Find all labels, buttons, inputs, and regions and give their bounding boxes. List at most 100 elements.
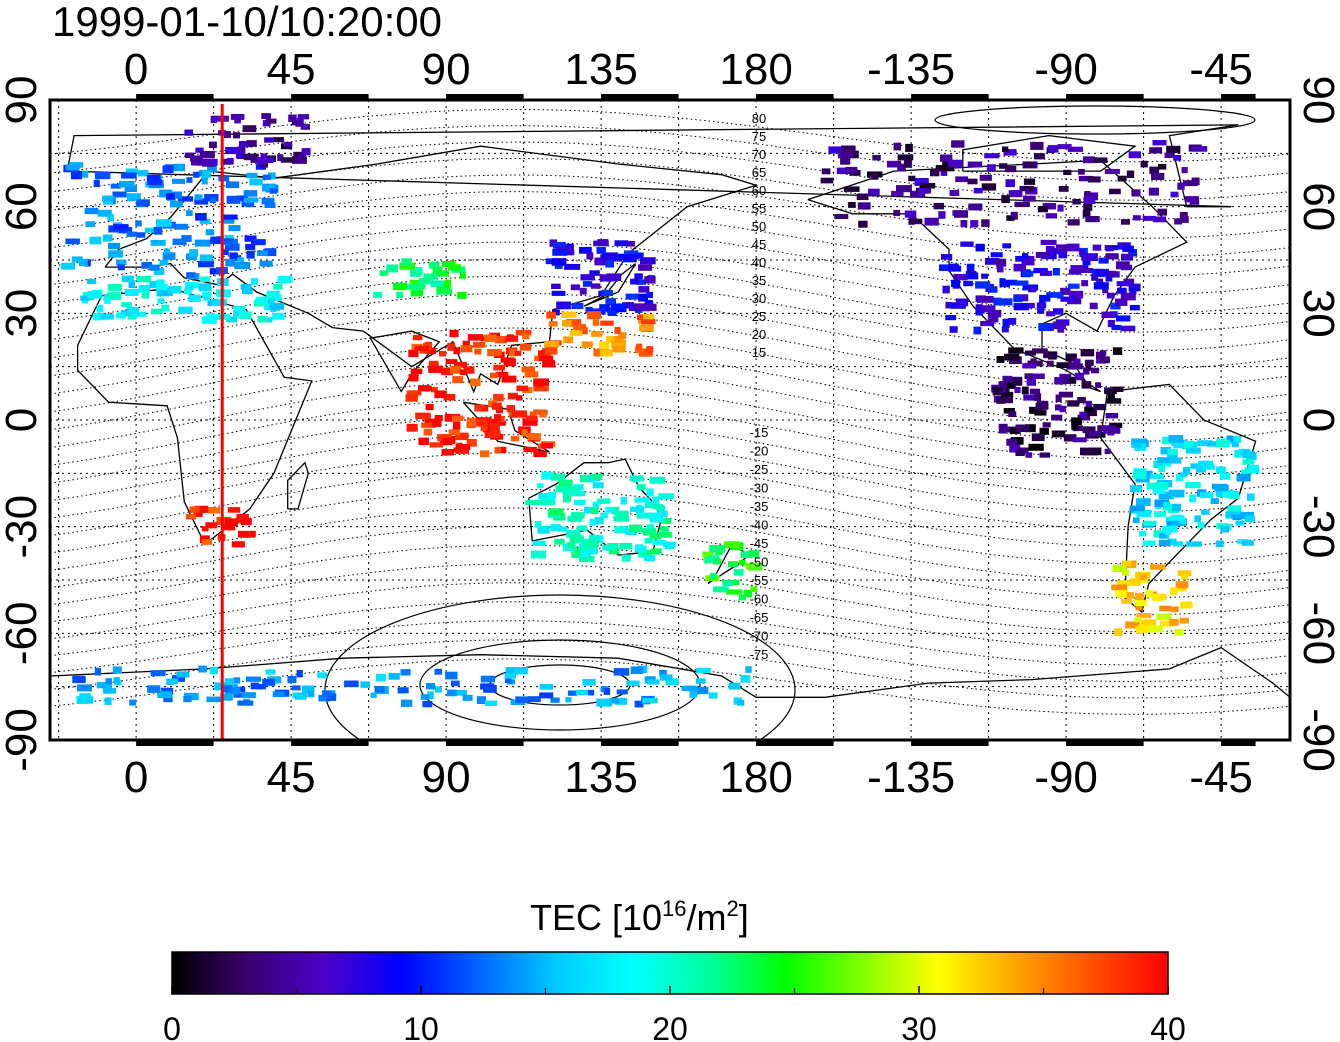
tec-cell xyxy=(1074,372,1084,381)
tec-cell xyxy=(121,172,137,179)
tec-cell xyxy=(1033,268,1048,274)
tec-cell xyxy=(155,219,172,227)
tec-cell xyxy=(107,284,123,291)
tec-cell xyxy=(745,666,752,673)
tec-cell xyxy=(189,249,198,257)
tec-cell xyxy=(948,263,959,271)
tec-cell xyxy=(630,278,639,285)
tec-cell xyxy=(163,695,173,703)
tec-cell xyxy=(241,201,249,207)
tec-cell xyxy=(144,227,156,233)
lat-tick-label-right: 90 xyxy=(1294,76,1340,125)
madagascar-outline xyxy=(287,461,309,510)
tec-cell xyxy=(1024,350,1036,356)
tec-cell xyxy=(1105,274,1113,282)
tec-cell xyxy=(845,166,858,174)
tec-cell xyxy=(940,154,953,162)
tec-cell xyxy=(728,682,741,690)
tec-cell xyxy=(234,115,241,124)
tec-cell xyxy=(236,195,249,201)
tick-bar-segment xyxy=(291,94,369,100)
tec-cell xyxy=(1023,195,1036,202)
tec-cell xyxy=(1158,539,1171,547)
tec-cell xyxy=(708,692,718,699)
tec-cell xyxy=(287,675,297,684)
tec-cell xyxy=(1068,290,1084,299)
tec-cell xyxy=(582,281,593,287)
tec-cell xyxy=(702,551,714,559)
tec-cell xyxy=(255,683,266,690)
tec-cell xyxy=(745,562,759,570)
tec-cell xyxy=(104,297,111,304)
tec-cell xyxy=(163,248,170,255)
tick-bar-segment xyxy=(911,94,989,100)
lon-tick-label-top: -90 xyxy=(1034,45,1098,94)
tec-cell xyxy=(661,518,672,524)
tec-cell xyxy=(1120,325,1136,332)
tec-cell xyxy=(1180,601,1193,609)
tec-cell xyxy=(1079,249,1086,256)
greenland-outline xyxy=(66,124,1239,208)
tec-cell xyxy=(233,677,241,684)
contour-line xyxy=(50,470,1290,548)
tec-cell xyxy=(644,500,654,509)
tec-cell xyxy=(1083,196,1096,204)
tec-cell xyxy=(585,306,593,314)
tec-cell xyxy=(225,687,241,695)
contour-label: -75 xyxy=(750,647,769,662)
tec-cell xyxy=(522,418,538,426)
tec-cell xyxy=(147,179,163,185)
tec-cell xyxy=(1072,199,1081,205)
tec-cell xyxy=(561,311,577,318)
tec-cell xyxy=(893,209,901,217)
lat-tick-label-left: 30 xyxy=(0,289,46,338)
contour-label: -40 xyxy=(750,518,769,533)
tec-cell xyxy=(102,198,113,205)
tec-cell xyxy=(1013,295,1023,303)
tec-cell xyxy=(244,235,257,242)
tec-cell xyxy=(277,154,284,161)
tec-cell xyxy=(107,213,114,221)
tec-cell xyxy=(1149,166,1159,174)
tec-cell xyxy=(1094,268,1109,277)
tec-cell xyxy=(274,294,282,301)
tec-cell xyxy=(1009,427,1021,434)
tec-cell xyxy=(630,666,644,674)
tec-cell xyxy=(262,174,272,180)
tec-cell xyxy=(445,671,458,680)
tec-cell xyxy=(430,280,444,288)
tec-cell xyxy=(1037,306,1045,314)
tec-cell xyxy=(301,148,311,156)
tec-cell xyxy=(264,296,275,304)
tec-cell xyxy=(608,548,620,555)
tec-cell xyxy=(1181,167,1188,174)
tec-cell xyxy=(121,275,134,283)
tec-cell xyxy=(89,236,102,245)
lon-tick-label-top: -45 xyxy=(1189,45,1253,94)
tec-cell xyxy=(1131,438,1148,446)
tec-cell xyxy=(1002,426,1017,433)
tec-cell xyxy=(570,512,585,519)
tec-cell xyxy=(611,698,620,704)
tec-cell xyxy=(871,172,878,180)
tec-cell xyxy=(65,238,80,245)
tec-cell xyxy=(443,394,456,401)
tec-cell xyxy=(644,276,656,284)
tec-cell xyxy=(172,238,187,246)
lon-tick-label-bottom: -135 xyxy=(867,753,955,802)
tec-cell xyxy=(455,447,469,454)
tec-cell xyxy=(603,688,611,695)
tec-cell xyxy=(496,446,507,454)
tec-cell xyxy=(225,258,236,267)
tec-cell xyxy=(1082,426,1096,434)
tec-cell xyxy=(225,181,240,189)
tec-cell xyxy=(87,291,102,299)
tec-cell xyxy=(1220,525,1229,533)
tec-cell xyxy=(1005,279,1018,286)
tec-cell xyxy=(1142,540,1156,546)
tec-cell xyxy=(326,693,337,701)
tec-cell xyxy=(1228,436,1242,443)
tec-cell xyxy=(534,521,542,528)
tec-cell xyxy=(235,150,244,159)
tec-cell xyxy=(1139,574,1147,581)
